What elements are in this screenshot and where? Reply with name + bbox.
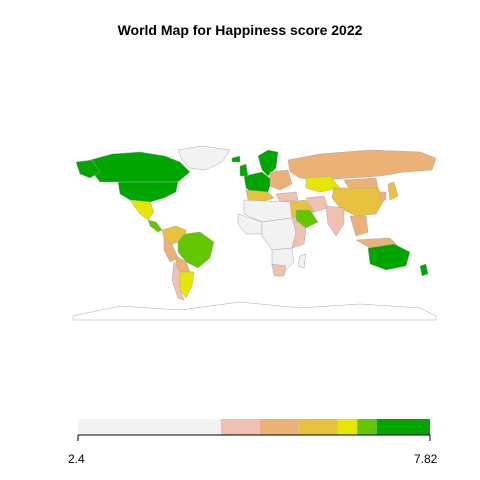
region-alaska: [75, 159, 101, 179]
legend-bin-6: [376, 419, 430, 435]
legend-bin-4: [337, 419, 358, 435]
region-iceland: [231, 155, 241, 163]
legend-min-label: 2.4: [68, 452, 85, 466]
region-kazakhstan: [305, 175, 341, 193]
region-korea: [379, 191, 387, 201]
region-australia: [367, 243, 411, 271]
region-russia: [287, 149, 437, 181]
map-title: World Map for Happiness score 2022: [117, 22, 363, 38]
region-south-africa: [271, 263, 287, 277]
region-scandinavia: [257, 149, 279, 177]
region-madagascar: [297, 253, 307, 269]
region-china: [331, 187, 385, 217]
region-brazil: [177, 231, 215, 269]
region-japan: [387, 181, 399, 201]
region-turkey: [275, 191, 299, 203]
region-southern-europe: [245, 189, 275, 203]
region-new-zealand: [419, 263, 429, 277]
region-chile: [171, 261, 185, 301]
region-antarctica: [72, 301, 437, 321]
region-east-africa: [291, 217, 307, 249]
region-eastern-europe: [269, 169, 293, 191]
region-central-america: [147, 219, 163, 233]
region-uk: [239, 163, 249, 177]
legend-bin-2: [259, 419, 299, 435]
legend-bin-3: [298, 419, 338, 435]
region-usa: [117, 181, 179, 203]
region-india: [325, 205, 345, 237]
region-greenland: [177, 145, 231, 171]
legend-max-label: 7.82: [414, 452, 438, 466]
legend-bin-1: [220, 419, 260, 435]
region-peru: [163, 237, 179, 263]
legend-bin-5: [357, 419, 377, 435]
region-se-asia: [349, 215, 369, 237]
region-west-africa: [237, 213, 263, 235]
region-canada: [89, 151, 191, 183]
legend-bin-0: [78, 419, 221, 435]
region-arabia: [295, 209, 319, 229]
